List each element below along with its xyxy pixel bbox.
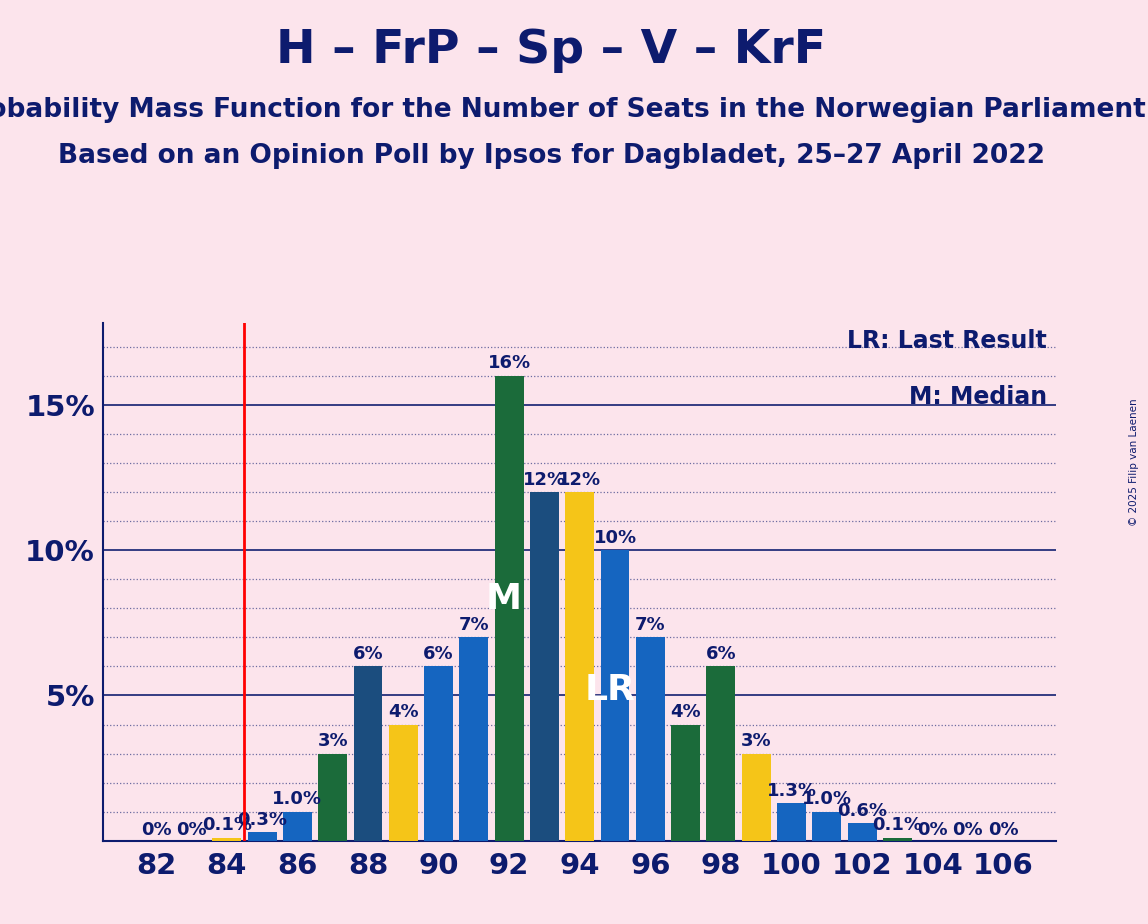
Bar xyxy=(636,638,665,841)
Bar xyxy=(530,492,559,841)
Text: 12%: 12% xyxy=(558,470,602,489)
Text: 0.6%: 0.6% xyxy=(837,802,887,820)
Bar xyxy=(282,812,312,841)
Bar xyxy=(706,666,736,841)
Bar xyxy=(389,724,418,841)
Text: 0%: 0% xyxy=(917,821,948,838)
Text: 0.1%: 0.1% xyxy=(872,817,922,834)
Text: 16%: 16% xyxy=(488,354,530,372)
Bar xyxy=(742,754,770,841)
Text: 1.0%: 1.0% xyxy=(801,790,852,808)
Text: © 2025 Filip van Laenen: © 2025 Filip van Laenen xyxy=(1130,398,1139,526)
Bar xyxy=(424,666,453,841)
Bar xyxy=(495,376,523,841)
Text: 7%: 7% xyxy=(458,616,489,634)
Bar xyxy=(354,666,382,841)
Text: 10%: 10% xyxy=(594,529,637,547)
Text: Probability Mass Function for the Number of Seats in the Norwegian Parliament: Probability Mass Function for the Number… xyxy=(0,97,1146,123)
Bar xyxy=(212,838,241,841)
Text: Based on an Opinion Poll by Ipsos for Dagbladet, 25–27 April 2022: Based on an Opinion Poll by Ipsos for Da… xyxy=(57,143,1045,169)
Bar xyxy=(459,638,488,841)
Text: 0%: 0% xyxy=(141,821,171,838)
Text: 0.3%: 0.3% xyxy=(238,810,287,829)
Bar xyxy=(672,724,700,841)
Text: 6%: 6% xyxy=(424,645,453,663)
Bar xyxy=(813,812,841,841)
Text: LR: LR xyxy=(584,673,635,707)
Text: M: M xyxy=(486,582,522,616)
Text: 4%: 4% xyxy=(670,703,701,721)
Bar xyxy=(777,803,806,841)
Text: 6%: 6% xyxy=(706,645,736,663)
Text: H – FrP – Sp – V – KrF: H – FrP – Sp – V – KrF xyxy=(276,28,827,73)
Text: 7%: 7% xyxy=(635,616,666,634)
Bar xyxy=(248,833,277,841)
Bar xyxy=(883,838,912,841)
Text: 0.1%: 0.1% xyxy=(202,817,251,834)
Text: 3%: 3% xyxy=(317,732,348,750)
Text: 3%: 3% xyxy=(740,732,771,750)
Text: 1.3%: 1.3% xyxy=(767,782,816,799)
Text: 0%: 0% xyxy=(177,821,207,838)
Bar xyxy=(565,492,595,841)
Bar xyxy=(847,823,877,841)
Text: LR: Last Result: LR: Last Result xyxy=(847,329,1047,353)
Bar xyxy=(318,754,347,841)
Text: 6%: 6% xyxy=(352,645,383,663)
Text: 4%: 4% xyxy=(388,703,419,721)
Text: 1.0%: 1.0% xyxy=(272,790,323,808)
Text: 0%: 0% xyxy=(988,821,1018,838)
Bar xyxy=(600,550,629,841)
Text: M: Median: M: Median xyxy=(908,385,1047,409)
Text: 12%: 12% xyxy=(522,470,566,489)
Text: 0%: 0% xyxy=(953,821,983,838)
